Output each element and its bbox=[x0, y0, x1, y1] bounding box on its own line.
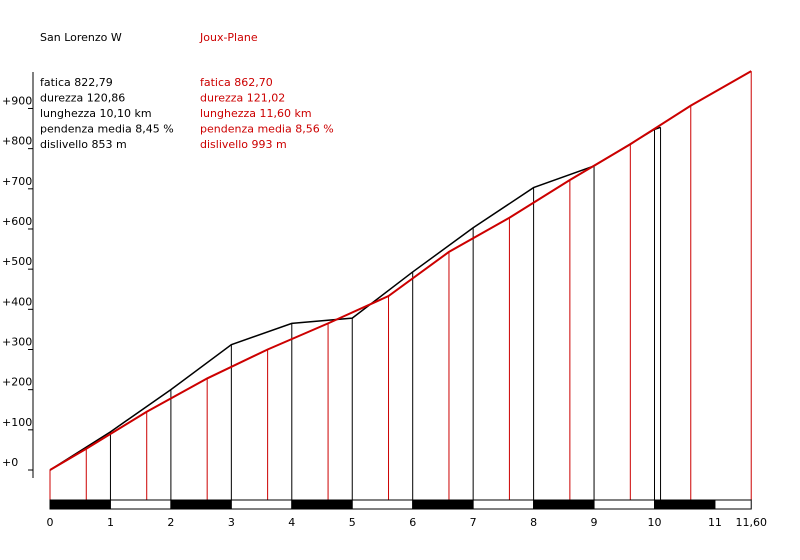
x-tick-label-10: 10 bbox=[648, 516, 662, 529]
series-stat-1-3: pendenza media 8,56 % bbox=[200, 123, 334, 136]
scale-segment-3 bbox=[230, 499, 293, 510]
scale-segment-9 bbox=[593, 499, 655, 510]
km-marker-lines bbox=[49, 71, 752, 500]
x-tick-label-0: 0 bbox=[47, 516, 54, 529]
series-stat-0-4: dislivello 853 m bbox=[40, 138, 127, 151]
y-tick-label-9: +900 bbox=[2, 94, 32, 107]
scale-segment-8 bbox=[533, 499, 595, 510]
scale-segment-7 bbox=[472, 499, 535, 510]
scale-segment-4 bbox=[291, 499, 353, 510]
y-tick-label-1: +100 bbox=[2, 416, 32, 429]
y-tick-label-8: +800 bbox=[2, 135, 32, 148]
x-tick-label-5: 5 bbox=[349, 516, 356, 529]
x-tick-label-7: 7 bbox=[470, 516, 477, 529]
series-line-0 bbox=[49, 126, 661, 471]
x-tick-label-11: 11 bbox=[708, 516, 722, 529]
km-scale-bar bbox=[49, 499, 752, 510]
x-tick-label-2: 2 bbox=[167, 516, 174, 529]
x-tick-label-12: 11,60 bbox=[735, 516, 767, 529]
series-name-1: Joux-Plane bbox=[199, 31, 258, 44]
scale-segment-0 bbox=[49, 499, 111, 510]
y-tick-label-2: +200 bbox=[2, 376, 32, 389]
y-tick-label-7: +700 bbox=[2, 175, 32, 188]
x-tick-label-6: 6 bbox=[409, 516, 416, 529]
scale-segment-1 bbox=[109, 499, 172, 510]
scale-segment-11 bbox=[714, 499, 752, 510]
series-name-0: San Lorenzo W bbox=[40, 31, 122, 44]
series-line-1 bbox=[49, 70, 752, 471]
y-tick-label-4: +400 bbox=[2, 295, 32, 308]
series-stat-1-1: durezza 121,02 bbox=[200, 92, 285, 105]
x-axis-tick-labels: 0 1 2 3 4 5 6 7 8 9 10 11 11,60 bbox=[47, 516, 767, 529]
series-stat-0-2: lunghezza 10,10 km bbox=[40, 107, 152, 120]
x-tick-label-8: 8 bbox=[530, 516, 537, 529]
series-stat-0-3: pendenza media 8,45 % bbox=[40, 123, 174, 136]
series-stat-1-4: dislivello 993 m bbox=[200, 138, 287, 151]
y-tick-label-3: +300 bbox=[2, 335, 32, 348]
scale-segment-6 bbox=[412, 499, 474, 510]
x-tick-label-9: 9 bbox=[591, 516, 598, 529]
y-axis: +0 +100 +200 +300 +400 +500 +600 +700 +800 +900 bbox=[2, 72, 34, 478]
x-tick-label-3: 3 bbox=[228, 516, 235, 529]
legend-and-stats: San Lorenzo W fatica 822,79 durezza 120,86… bbox=[40, 31, 334, 151]
x-tick-label-4: 4 bbox=[288, 516, 295, 529]
scale-segment-5 bbox=[351, 499, 414, 510]
y-tick-label-0: +0 bbox=[2, 456, 18, 469]
scale-segment-10 bbox=[654, 499, 716, 510]
series-stat-0-1: durezza 120,86 bbox=[40, 92, 125, 105]
series-stat-1-2: lunghezza 11,60 km bbox=[200, 107, 312, 120]
y-tick-label-5: +500 bbox=[2, 255, 32, 268]
series-stat-0-0: fatica 822,79 bbox=[40, 76, 113, 89]
profile-lines bbox=[49, 70, 752, 471]
y-tick-label-6: +600 bbox=[2, 215, 32, 228]
series-stat-1-0: fatica 862,70 bbox=[200, 76, 273, 89]
scale-segment-2 bbox=[170, 499, 232, 510]
x-tick-label-1: 1 bbox=[107, 516, 114, 529]
